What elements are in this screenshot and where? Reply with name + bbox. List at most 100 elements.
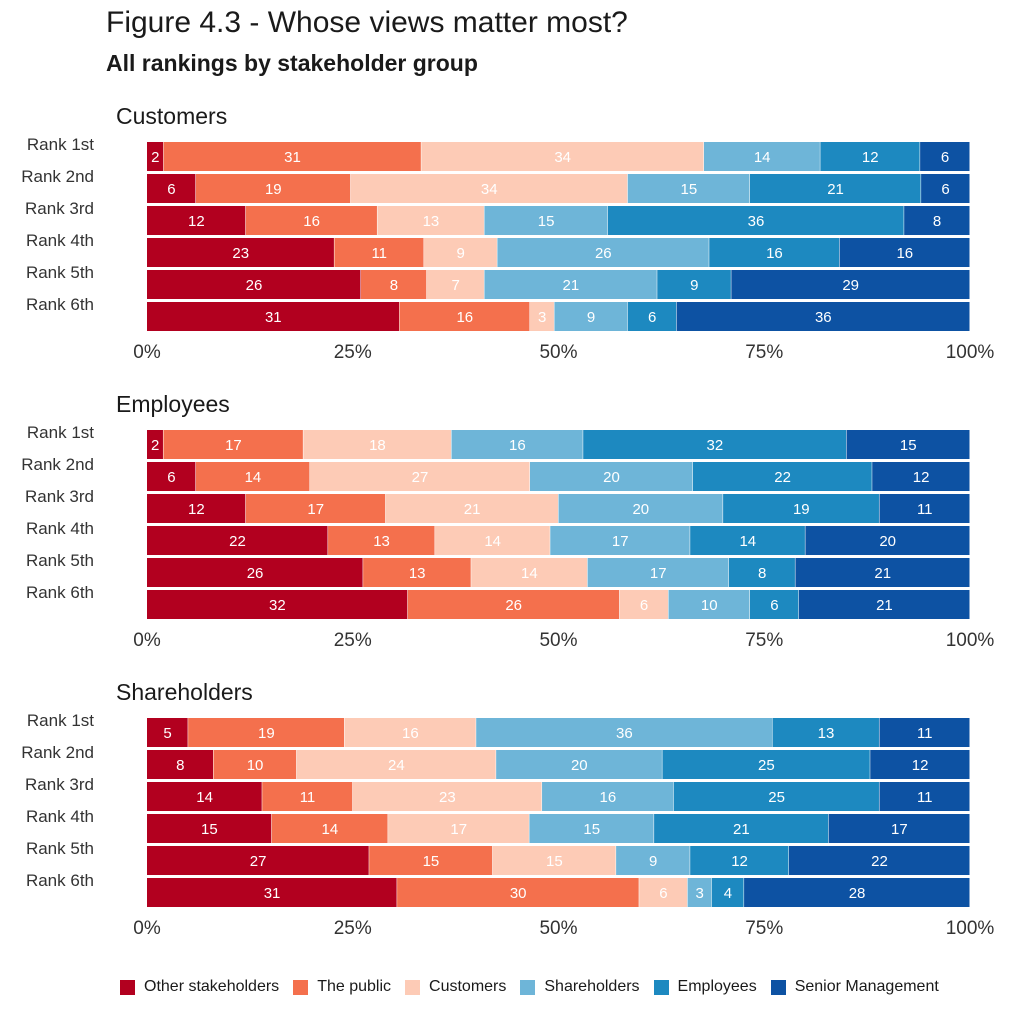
bar-segment [245, 494, 386, 523]
data-label: 12 [913, 469, 930, 486]
bar-segment [147, 174, 196, 203]
legend-swatch [770, 979, 786, 995]
rank-label: Rank 4th [26, 519, 94, 538]
panel-title: Customers [116, 103, 227, 129]
rank-label: Rank 6th [26, 583, 94, 602]
data-label: 32 [707, 437, 724, 454]
data-label: 8 [176, 757, 184, 774]
legend-label: Customers [429, 978, 507, 995]
bar-segment [147, 782, 262, 811]
data-label: 27 [412, 469, 429, 486]
data-label: 15 [546, 853, 563, 870]
data-label: 36 [748, 213, 765, 230]
legend: Other stakeholders The public Customers … [120, 978, 953, 996]
bar-segment [749, 590, 799, 619]
data-label: 14 [322, 821, 339, 838]
data-label: 31 [264, 885, 281, 902]
data-label: 20 [571, 757, 588, 774]
data-label: 14 [521, 565, 538, 582]
bar-segment [662, 750, 870, 779]
bar-segment [657, 270, 731, 299]
bar-segment [749, 174, 921, 203]
bar-segment [147, 718, 188, 747]
bar-segment [711, 878, 744, 907]
legend-swatch [120, 979, 135, 995]
bar-segment [484, 206, 608, 235]
legend-swatch [405, 979, 421, 995]
bar-segment [147, 526, 328, 555]
data-label: 15 [900, 437, 917, 454]
legend-label: Employees [677, 978, 757, 995]
data-label: 13 [409, 565, 426, 582]
data-label: 11 [917, 725, 933, 742]
data-label: 15 [538, 213, 555, 230]
data-label: 21 [827, 181, 844, 198]
data-label: 14 [754, 149, 771, 166]
bar-segment [703, 142, 820, 171]
bar-segment [529, 462, 693, 491]
bar-segment [147, 430, 163, 459]
bar-segment [397, 878, 639, 907]
data-label: 6 [167, 181, 175, 198]
data-label: 25 [768, 789, 785, 806]
x-tick-label: 100% [946, 342, 995, 363]
bar-segment [303, 430, 452, 459]
data-label: 31 [284, 149, 301, 166]
rank-label: Rank 1st [27, 711, 94, 730]
data-label: 13 [818, 725, 835, 742]
bar-segment [676, 302, 970, 331]
data-label: 9 [649, 853, 657, 870]
data-label: 15 [681, 181, 698, 198]
bar-segment [550, 526, 690, 555]
data-label: 36 [815, 309, 832, 326]
bar-segment [692, 462, 872, 491]
rank-label: Rank 5th [26, 263, 94, 282]
bar-segment [352, 782, 542, 811]
bar-segment [904, 206, 970, 235]
rank-label: Rank 4th [26, 231, 94, 250]
legend-label: Other stakeholders [144, 978, 280, 995]
legend-swatch [520, 979, 536, 995]
bar-segment [399, 302, 530, 331]
bar-segment [673, 782, 879, 811]
rank-label: Rank 2nd [21, 167, 94, 186]
x-tick-label: 75% [745, 918, 783, 939]
bar-segment [805, 526, 970, 555]
data-label: 21 [464, 501, 481, 518]
data-label: 17 [307, 501, 324, 518]
data-label: 6 [640, 597, 648, 614]
data-label: 17 [450, 821, 467, 838]
bar-segment [147, 494, 246, 523]
rank-label: Rank 3rd [25, 199, 94, 218]
data-label: 22 [871, 853, 888, 870]
x-tick-label: 25% [334, 918, 372, 939]
bar-segment [798, 590, 970, 619]
data-label: 23 [232, 245, 249, 262]
legend-label: Senior Management [794, 978, 939, 995]
bar-segment [731, 270, 970, 299]
rank-label: Rank 5th [26, 551, 94, 570]
data-label: 9 [690, 277, 698, 294]
data-label: 22 [229, 533, 246, 550]
bar-segment [558, 494, 723, 523]
bar-segment [627, 302, 677, 331]
bar-segment [377, 206, 484, 235]
bar-segment [529, 302, 554, 331]
data-label: 17 [650, 565, 667, 582]
data-label: 26 [595, 245, 612, 262]
bar-segment [147, 462, 196, 491]
legend-swatch [293, 979, 309, 995]
bar-segment [709, 238, 840, 267]
bar-segment [147, 814, 272, 843]
bar-segment [344, 718, 476, 747]
x-tick-label: 75% [745, 630, 783, 651]
bar-segment [554, 302, 628, 331]
rank-label: Rank 3rd [25, 487, 94, 506]
data-label: 36 [616, 725, 633, 742]
bar-segment [147, 302, 400, 331]
bar-segment [147, 270, 361, 299]
data-label: 15 [583, 821, 600, 838]
bar-segment [607, 206, 904, 235]
data-label: 11 [300, 789, 316, 806]
bar-segment [492, 846, 616, 875]
